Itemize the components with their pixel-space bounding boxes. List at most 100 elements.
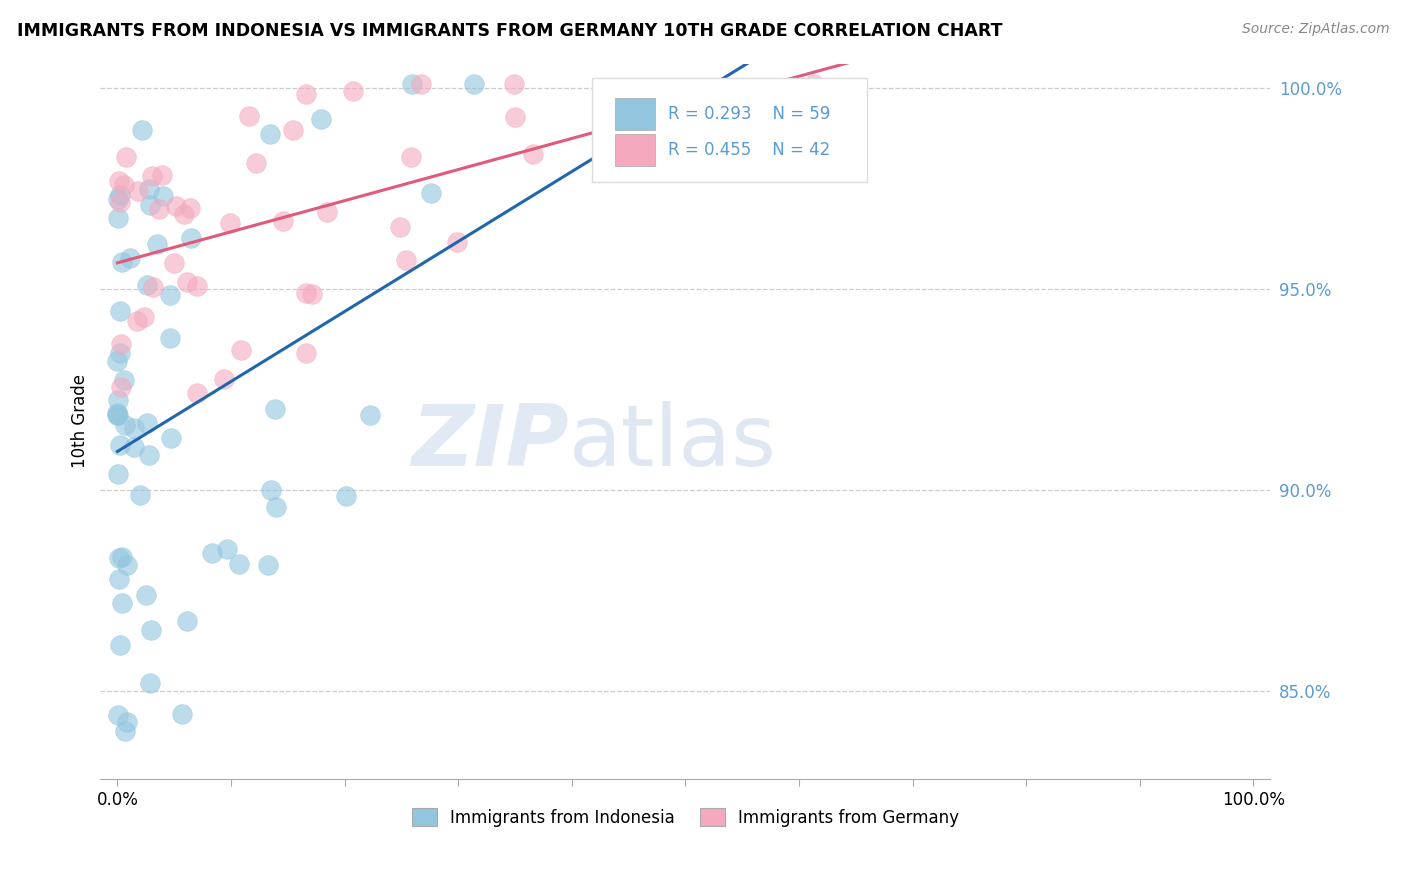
Immigrants from Indonesia bbox=[260, 483, 283, 497]
Immigrants from Germany bbox=[316, 204, 339, 219]
Immigrants from Indonesia bbox=[108, 550, 131, 565]
Immigrants from Germany bbox=[125, 314, 148, 328]
Immigrants from Indonesia bbox=[108, 572, 131, 586]
Immigrants from Indonesia bbox=[111, 254, 134, 268]
Immigrants from Indonesia bbox=[107, 211, 129, 225]
Immigrants from Germany bbox=[522, 146, 544, 161]
Immigrants from Germany bbox=[446, 235, 468, 249]
Immigrants from Germany bbox=[186, 386, 208, 401]
Immigrants from Indonesia bbox=[105, 353, 128, 368]
Immigrants from Germany bbox=[803, 77, 825, 91]
Immigrants from Indonesia bbox=[122, 440, 145, 454]
Immigrants from Germany bbox=[219, 216, 242, 230]
Immigrants from Indonesia bbox=[138, 449, 160, 463]
Immigrants from Germany bbox=[115, 151, 138, 165]
Immigrants from Germany bbox=[186, 279, 208, 293]
Text: R = 0.293    N = 59: R = 0.293 N = 59 bbox=[668, 105, 830, 123]
Immigrants from Germany bbox=[409, 77, 432, 91]
Legend: Immigrants from Indonesia, Immigrants from Germany: Immigrants from Indonesia, Immigrants fr… bbox=[404, 800, 967, 835]
Immigrants from Indonesia bbox=[107, 408, 129, 422]
Immigrants from Indonesia bbox=[139, 676, 162, 690]
Immigrants from Indonesia bbox=[122, 421, 145, 435]
Immigrants from Indonesia bbox=[401, 77, 423, 91]
Immigrants from Germany bbox=[112, 178, 135, 192]
Immigrants from Germany bbox=[173, 207, 195, 221]
Immigrants from Germany bbox=[110, 380, 132, 394]
Immigrants from Indonesia bbox=[176, 614, 198, 628]
Immigrants from Indonesia bbox=[105, 408, 128, 422]
Y-axis label: 10th Grade: 10th Grade bbox=[72, 375, 89, 468]
Immigrants from Germany bbox=[342, 84, 364, 98]
Immigrants from Germany bbox=[163, 256, 186, 270]
Immigrants from Germany bbox=[108, 174, 131, 188]
Immigrants from Germany bbox=[395, 252, 418, 267]
Text: ZIP: ZIP bbox=[411, 401, 568, 484]
Immigrants from Germany bbox=[231, 343, 253, 358]
Immigrants from Indonesia bbox=[120, 251, 142, 265]
Text: R = 0.455    N = 42: R = 0.455 N = 42 bbox=[668, 141, 830, 159]
Immigrants from Indonesia bbox=[108, 303, 131, 318]
Immigrants from Germany bbox=[142, 280, 165, 294]
Immigrants from Germany bbox=[141, 169, 163, 183]
Immigrants from Indonesia bbox=[136, 278, 159, 293]
Immigrants from Indonesia bbox=[107, 392, 129, 407]
Immigrants from Indonesia bbox=[146, 236, 169, 251]
Immigrants from Germany bbox=[503, 77, 526, 91]
Immigrants from Indonesia bbox=[114, 418, 136, 433]
Immigrants from Indonesia bbox=[111, 549, 134, 564]
Immigrants from Germany bbox=[295, 87, 318, 102]
Immigrants from Germany bbox=[110, 337, 132, 351]
Immigrants from Germany bbox=[295, 286, 318, 301]
Immigrants from Indonesia bbox=[129, 488, 152, 502]
Immigrants from Germany bbox=[150, 168, 173, 182]
Immigrants from Indonesia bbox=[115, 714, 138, 729]
Text: atlas: atlas bbox=[568, 401, 776, 484]
Immigrants from Indonesia bbox=[139, 198, 162, 212]
Immigrants from Indonesia bbox=[256, 558, 278, 573]
Immigrants from Indonesia bbox=[259, 128, 281, 142]
Immigrants from Indonesia bbox=[228, 558, 250, 572]
Immigrants from Germany bbox=[301, 287, 323, 301]
Immigrants from Germany bbox=[295, 346, 318, 360]
Immigrants from Germany bbox=[179, 201, 201, 215]
Immigrants from Germany bbox=[401, 150, 423, 164]
Immigrants from Indonesia bbox=[107, 707, 129, 722]
Immigrants from Germany bbox=[127, 185, 149, 199]
Immigrants from Germany bbox=[212, 372, 235, 386]
Immigrants from Germany bbox=[132, 310, 155, 325]
Immigrants from Indonesia bbox=[180, 231, 202, 245]
Immigrants from Germany bbox=[148, 202, 170, 216]
Immigrants from Indonesia bbox=[201, 546, 224, 560]
Immigrants from Indonesia bbox=[419, 186, 441, 200]
Immigrants from Indonesia bbox=[159, 331, 181, 345]
Immigrants from Indonesia bbox=[138, 182, 160, 196]
Immigrants from Indonesia bbox=[264, 500, 287, 514]
Immigrants from Indonesia bbox=[135, 588, 157, 602]
Immigrants from Germany bbox=[388, 219, 411, 234]
Immigrants from Indonesia bbox=[139, 623, 162, 637]
Immigrants from Indonesia bbox=[170, 706, 193, 721]
Immigrants from Indonesia bbox=[335, 489, 357, 503]
Immigrants from Indonesia bbox=[264, 402, 287, 417]
Immigrants from Indonesia bbox=[152, 189, 174, 203]
Immigrants from Germany bbox=[165, 199, 187, 213]
Immigrants from Indonesia bbox=[111, 596, 134, 610]
Immigrants from Indonesia bbox=[108, 187, 131, 202]
Immigrants from Indonesia bbox=[108, 638, 131, 652]
Immigrants from Indonesia bbox=[114, 723, 136, 738]
Immigrants from Indonesia bbox=[160, 431, 183, 445]
Text: IMMIGRANTS FROM INDONESIA VS IMMIGRANTS FROM GERMANY 10TH GRADE CORRELATION CHAR: IMMIGRANTS FROM INDONESIA VS IMMIGRANTS … bbox=[17, 22, 1002, 40]
Immigrants from Indonesia bbox=[112, 372, 135, 386]
Immigrants from Indonesia bbox=[107, 467, 129, 481]
Immigrants from Indonesia bbox=[215, 541, 238, 556]
Immigrants from Indonesia bbox=[309, 112, 332, 126]
Immigrants from Germany bbox=[245, 156, 267, 170]
Text: Source: ZipAtlas.com: Source: ZipAtlas.com bbox=[1241, 22, 1389, 37]
Immigrants from Germany bbox=[281, 123, 304, 137]
FancyBboxPatch shape bbox=[616, 134, 655, 166]
Immigrants from Indonesia bbox=[107, 193, 129, 207]
Immigrants from Germany bbox=[238, 109, 260, 123]
Immigrants from Germany bbox=[176, 275, 198, 289]
Immigrants from Indonesia bbox=[107, 406, 129, 420]
Immigrants from Germany bbox=[503, 110, 526, 124]
